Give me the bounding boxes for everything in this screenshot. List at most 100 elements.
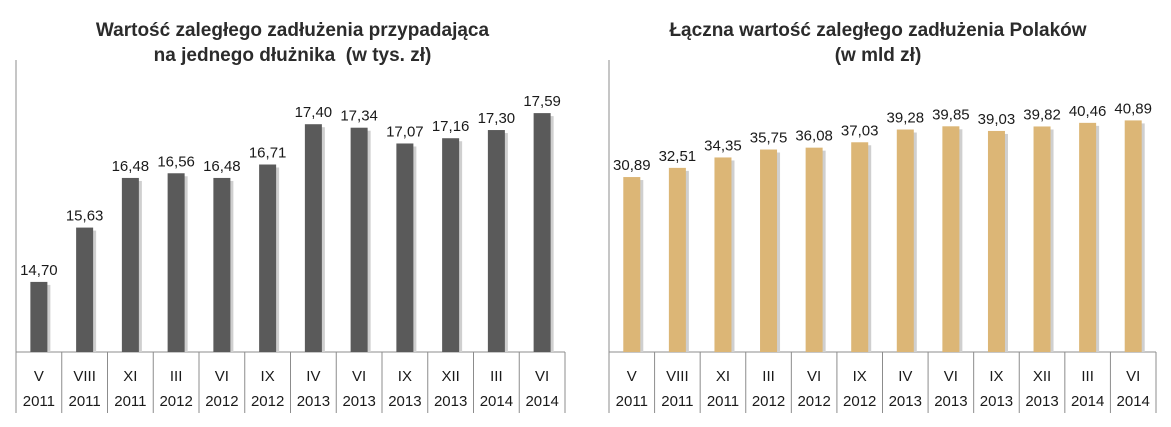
x-tick-label: 2013 bbox=[889, 393, 922, 410]
x-tick-label: VI bbox=[807, 368, 821, 385]
bar bbox=[1033, 126, 1051, 352]
x-tick-label: III bbox=[762, 368, 775, 385]
data-label: 39,03 bbox=[978, 111, 1016, 128]
x-tick-label: IX bbox=[261, 368, 275, 385]
x-tick-label: III bbox=[490, 368, 503, 385]
bar bbox=[442, 138, 460, 352]
x-tick-label: 2014 bbox=[480, 393, 513, 410]
chart-panel-total-debt: Łączna wartość zaległego zadłużenia Pola… bbox=[585, 0, 1171, 427]
x-tick-label: 2014 bbox=[1117, 393, 1150, 410]
chart-title-line-2: na jednego dłużnika (w tys. zł) bbox=[153, 45, 432, 66]
data-label: 16,56 bbox=[157, 153, 195, 170]
x-tick-label: XII bbox=[441, 368, 459, 385]
bar-chart-total-debt: 30,89 V 2011 32,51 VIII 2011 34,35 XI 2011 35,75 I… bbox=[608, 60, 1157, 413]
x-tick-label: 2011 bbox=[23, 393, 55, 410]
data-label: 36,08 bbox=[795, 128, 833, 145]
x-tick-label: 2013 bbox=[342, 393, 375, 410]
data-label: 30,89 bbox=[613, 157, 651, 174]
x-tick-label: VI bbox=[944, 368, 958, 385]
x-tick-label: 2013 bbox=[1025, 393, 1058, 410]
x-tick-label: V bbox=[627, 368, 637, 385]
x-tick-label: VIII bbox=[73, 368, 96, 385]
x-tick-label: XI bbox=[123, 368, 137, 385]
bar bbox=[623, 177, 641, 352]
bar bbox=[396, 143, 414, 352]
bar bbox=[1124, 120, 1142, 353]
bar bbox=[942, 126, 960, 352]
bar bbox=[304, 124, 322, 352]
data-label: 34,35 bbox=[704, 137, 742, 154]
bar bbox=[714, 157, 732, 352]
x-tick-label: 2013 bbox=[980, 393, 1013, 410]
chart-panel-debt-per-debtor: Wartość zaległego zadłużenia przypadając… bbox=[0, 0, 585, 427]
x-tick-label: V bbox=[34, 368, 44, 385]
bar bbox=[668, 167, 686, 352]
x-tick-label: VIII bbox=[666, 368, 689, 385]
x-tick-label: 2012 bbox=[797, 393, 830, 410]
bar-chart-debt-per-debtor: 14,70 V 2011 15,63 VIII 2011 16,48 XI 2011 16,56 I… bbox=[15, 60, 566, 413]
data-label: 32,51 bbox=[659, 148, 697, 165]
x-tick-label: IV bbox=[898, 368, 912, 385]
x-tick-label: 2011 bbox=[661, 393, 693, 410]
data-label: 17,40 bbox=[295, 104, 333, 121]
x-tick-label: IX bbox=[853, 368, 867, 385]
x-tick-label: III bbox=[1081, 368, 1094, 385]
data-label: 17,16 bbox=[432, 118, 470, 135]
bar bbox=[487, 130, 505, 352]
x-tick-label: VI bbox=[535, 368, 549, 385]
chart-title: Łączna wartość zaległego zadłużenia Pola… bbox=[585, 18, 1171, 68]
x-tick-label: VI bbox=[1126, 368, 1140, 385]
bar bbox=[213, 177, 231, 352]
x-tick-label: VI bbox=[352, 368, 366, 385]
bar bbox=[987, 130, 1005, 352]
x-tick-label: 2012 bbox=[159, 393, 192, 410]
data-label: 17,07 bbox=[386, 123, 424, 140]
bar bbox=[533, 113, 551, 353]
x-tick-label: 2011 bbox=[68, 393, 100, 410]
data-label: 16,48 bbox=[203, 158, 241, 175]
data-label: 17,30 bbox=[478, 110, 516, 127]
x-tick-label: III bbox=[170, 368, 183, 385]
data-label: 40,89 bbox=[1114, 100, 1152, 117]
x-tick-label: 2013 bbox=[934, 393, 967, 410]
bar bbox=[121, 177, 139, 352]
data-label: 35,75 bbox=[750, 130, 788, 147]
data-label: 14,70 bbox=[20, 262, 58, 279]
data-label: 17,34 bbox=[340, 108, 378, 125]
bar bbox=[1079, 122, 1097, 353]
bar bbox=[805, 147, 823, 352]
x-tick-label: 2011 bbox=[114, 393, 146, 410]
x-tick-label: 2013 bbox=[388, 393, 421, 410]
bar bbox=[896, 129, 914, 352]
data-label: 39,28 bbox=[887, 110, 925, 127]
x-tick-label: 2012 bbox=[205, 393, 238, 410]
chart-title-line-2: (w mld zł) bbox=[834, 45, 922, 66]
x-tick-label: 2011 bbox=[616, 393, 648, 410]
x-tick-label: XII bbox=[1033, 368, 1051, 385]
x-tick-label: 2012 bbox=[251, 393, 284, 410]
bar bbox=[259, 164, 277, 352]
x-tick-label: 2013 bbox=[434, 393, 467, 410]
bar bbox=[350, 127, 368, 352]
x-tick-label: 2012 bbox=[843, 393, 876, 410]
chart-title: Wartość zaległego zadłużenia przypadając… bbox=[0, 18, 585, 68]
x-tick-label: 2014 bbox=[1071, 393, 1104, 410]
x-tick-label: VI bbox=[215, 368, 229, 385]
x-tick-label: XI bbox=[716, 368, 730, 385]
data-label: 40,46 bbox=[1069, 103, 1107, 120]
x-tick-label: 2011 bbox=[707, 393, 739, 410]
bar bbox=[167, 173, 185, 352]
x-tick-label: IX bbox=[989, 368, 1003, 385]
data-label: 39,85 bbox=[932, 106, 970, 123]
x-tick-label: 2013 bbox=[297, 393, 330, 410]
bar bbox=[760, 149, 778, 352]
data-label: 16,48 bbox=[112, 158, 150, 175]
chart-title-line-1: Wartość zaległego zadłużenia przypadając… bbox=[95, 20, 490, 41]
data-label: 37,03 bbox=[841, 122, 879, 139]
x-tick-label: 2014 bbox=[525, 393, 558, 410]
x-tick-label: 2012 bbox=[752, 393, 785, 410]
bar bbox=[76, 227, 94, 352]
data-label: 39,82 bbox=[1023, 106, 1061, 123]
x-tick-label: IX bbox=[398, 368, 412, 385]
bar bbox=[851, 142, 869, 352]
